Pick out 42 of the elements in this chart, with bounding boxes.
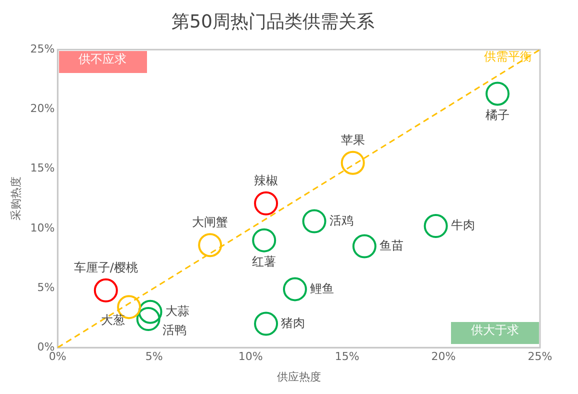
point [138, 300, 162, 324]
series-label: 红薯 [252, 254, 276, 268]
y-axis-title: 采购热度 [9, 176, 22, 221]
series-label: 猪肉 [281, 316, 306, 330]
point [254, 191, 278, 216]
corner-tag: 供大于求 [451, 322, 539, 344]
series-label: 鲤鱼 [310, 281, 334, 296]
x-axis-title: 供应热度 [276, 370, 321, 384]
point [352, 234, 376, 258]
x-tick-label: 10% [238, 350, 263, 364]
point [486, 82, 510, 106]
series-label: 鱼苗 [379, 238, 404, 252]
series-label: 牛肉 [450, 218, 475, 232]
series-label: 活鸭 [162, 323, 186, 338]
series-label: 大闸蟹 [192, 215, 228, 230]
x-tick-label: 15% [334, 350, 360, 364]
series-label: 橘子 [486, 108, 510, 122]
point [340, 150, 365, 175]
point [198, 233, 222, 258]
corner-tag: 供不应求 [58, 50, 147, 73]
y-tick-label: 25% [30, 42, 55, 56]
point [254, 312, 278, 336]
x-tick-label: 25% [528, 350, 552, 364]
point [252, 228, 276, 252]
point [136, 306, 160, 331]
x-tick-label: 20% [431, 350, 456, 364]
series-label: 辣椒 [254, 173, 278, 188]
series-label: 大葱 [101, 313, 126, 328]
y-tick-label: 20% [30, 102, 55, 116]
chart-title: 第50周热门品类供需关系 [172, 11, 374, 32]
series-label: 大蒜 [165, 304, 190, 318]
y-tick-label: 15% [30, 162, 55, 175]
series-label: 车厘子/樱桃 [74, 260, 138, 275]
point [424, 214, 448, 238]
point [282, 277, 307, 302]
series-label: 活鸡 [329, 213, 354, 228]
y-tick-label: 10% [30, 221, 55, 234]
point [94, 278, 118, 302]
series-label: 苹果 [340, 132, 365, 147]
y-tick-label: 5% [37, 280, 55, 294]
point [302, 209, 326, 234]
x-tick-label: 5% [145, 350, 163, 364]
